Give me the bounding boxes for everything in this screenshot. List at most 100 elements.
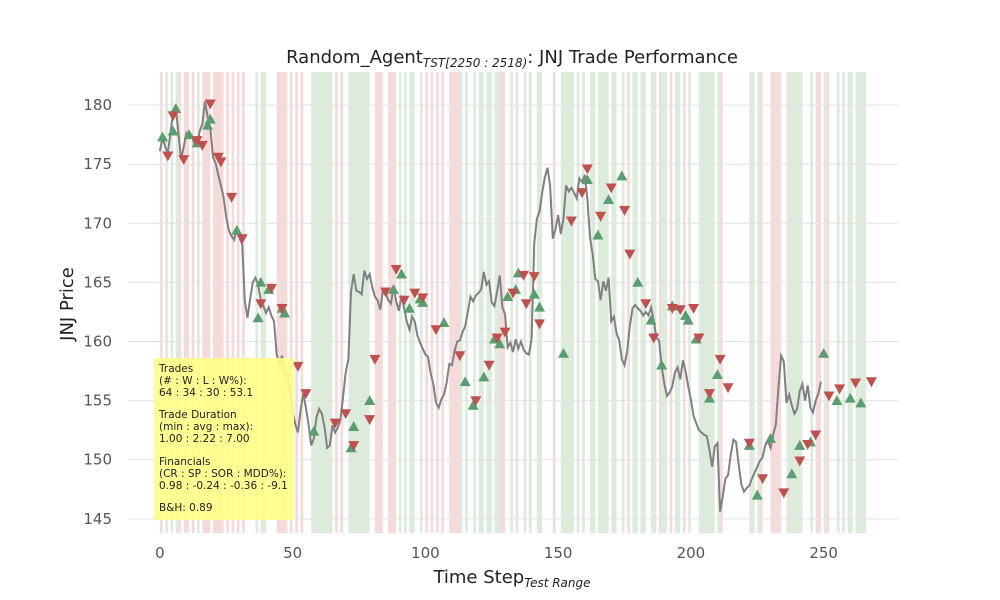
short-position-band	[425, 72, 429, 533]
sell-marker	[499, 327, 511, 338]
title-suffix: : JNJ Trade Performance	[527, 47, 738, 68]
buy-marker	[204, 113, 216, 124]
x-tick-labels: 0 50 100 150 200 250	[155, 544, 838, 562]
buy-marker	[167, 125, 179, 136]
long-position-band	[855, 72, 867, 533]
x-tick-label: 0	[155, 544, 165, 562]
buy-marker	[592, 229, 604, 240]
y-tick-label: 145	[83, 510, 112, 528]
short-position-band	[340, 72, 344, 533]
short-position-band	[335, 72, 338, 533]
long-position-band	[409, 72, 415, 533]
buy-marker	[581, 174, 593, 184]
y-tick-label: 180	[83, 96, 112, 114]
short-position-band	[826, 72, 829, 533]
long-position-band	[698, 72, 715, 533]
short-position-band	[770, 72, 782, 533]
sell-marker	[470, 396, 482, 407]
buy-marker	[765, 432, 777, 443]
sell-marker	[380, 287, 392, 298]
sell-marker	[619, 205, 631, 216]
long-position-band	[749, 72, 755, 533]
long-position-band	[494, 72, 503, 533]
long-position-band	[197, 72, 200, 533]
stats-duration-fields: (min : avg : max):	[159, 421, 253, 433]
sell-marker	[743, 438, 755, 449]
short-position-band	[682, 72, 686, 533]
buy-marker	[794, 440, 806, 450]
title-subscript: TST[2250 : 2518)	[423, 56, 527, 70]
sell-marker	[215, 157, 227, 168]
x-tick-label: 150	[544, 544, 573, 562]
sell-marker	[703, 389, 715, 400]
short-position-band	[159, 72, 163, 533]
buy-marker	[632, 276, 644, 287]
long-position-band	[847, 72, 853, 533]
sell-marker	[507, 288, 519, 299]
sell-marker	[454, 351, 466, 362]
long-position-band	[510, 72, 513, 533]
y-axis-label: JNJ Price	[57, 267, 78, 342]
sell-marker	[794, 456, 806, 467]
y-tick-label: 155	[83, 392, 112, 410]
x-tick-label: 100	[411, 544, 440, 562]
buy-marker	[603, 194, 615, 205]
buy-marker	[202, 119, 214, 130]
stats-bh: B&H: 0.89	[159, 502, 213, 514]
buy-marker	[395, 268, 407, 279]
sell-marker	[369, 354, 381, 365]
long-position-band	[311, 72, 333, 533]
stats-box: Trades (# : W : L : W%): 64 : 34 : 30 : …	[154, 358, 294, 520]
sell-marker	[666, 304, 678, 314]
buy-marker	[831, 395, 843, 406]
long-position-band	[486, 72, 492, 533]
sell-marker	[292, 361, 304, 372]
short-position-band	[388, 72, 397, 533]
sell-marker	[417, 293, 429, 304]
price-series-line	[158, 101, 822, 512]
long-position-band	[170, 72, 174, 533]
long-position-band	[576, 72, 580, 533]
y-tick-label: 170	[83, 214, 112, 232]
short-position-band	[659, 72, 662, 533]
sell-marker	[648, 333, 660, 344]
sell-marker	[226, 192, 238, 203]
buy-marker	[616, 170, 628, 181]
long-position-band	[836, 72, 840, 533]
short-position-band	[178, 72, 182, 533]
long-position-band	[348, 72, 370, 533]
long-position-band	[582, 72, 585, 533]
sell-marker	[255, 299, 267, 310]
long-position-band	[560, 72, 575, 533]
buy-marker	[478, 371, 490, 382]
sell-marker	[364, 415, 376, 426]
long-position-band	[842, 72, 845, 533]
short-position-band	[242, 72, 245, 533]
long-position-band	[255, 72, 259, 533]
buy-marker	[388, 283, 400, 294]
long-position-band	[473, 72, 476, 533]
y-tick-labels: 145 150 155 160 165 170 175 180	[83, 96, 112, 528]
sell-marker	[348, 441, 360, 452]
chart-title: Random_AgentTST[2250 : 2518): JNJ Trade …	[286, 47, 738, 70]
long-position-band	[590, 72, 596, 533]
sell-marker	[595, 211, 607, 222]
sell-marker	[265, 283, 277, 294]
short-position-band	[212, 72, 224, 533]
buy-marker	[348, 421, 360, 432]
long-position-band	[674, 72, 681, 533]
long-position-band	[621, 72, 625, 533]
stats-box-background	[154, 358, 294, 520]
sell-marker	[196, 140, 208, 151]
sell-marker	[167, 111, 179, 122]
short-position-band	[289, 72, 293, 533]
long-position-band	[528, 72, 532, 533]
buy-marker	[255, 276, 267, 287]
buy-marker	[438, 317, 450, 327]
sell-marker	[722, 383, 734, 394]
trade-markers	[157, 99, 877, 500]
short-position-band	[430, 72, 434, 533]
long-position-band	[786, 72, 803, 533]
sell-marker	[850, 378, 862, 389]
y-tick-label: 150	[83, 451, 112, 469]
